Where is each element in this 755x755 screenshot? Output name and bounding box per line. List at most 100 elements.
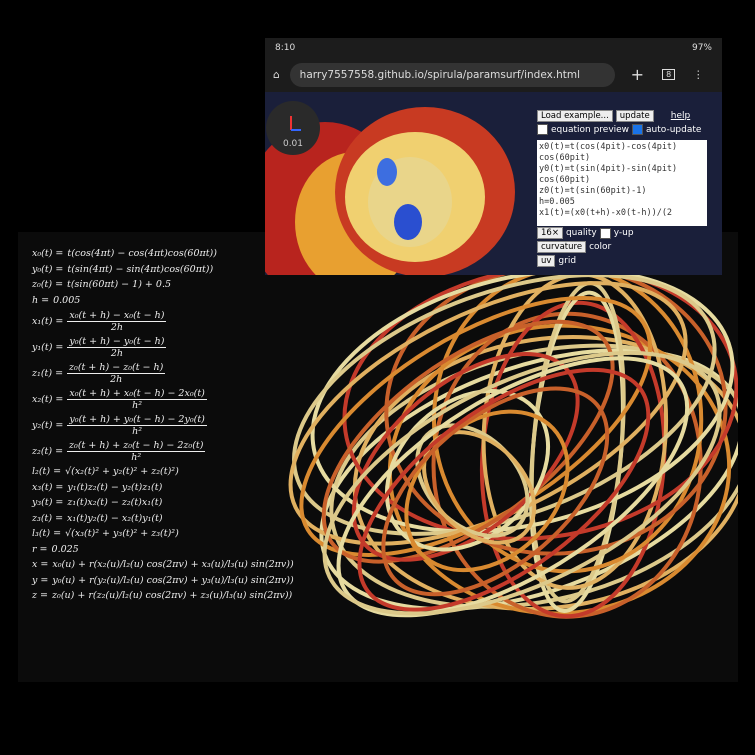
tube-loop (292, 273, 717, 536)
tube-loop (288, 281, 688, 546)
equation: z₀(t) = t(sin(60πt) − 1) + 0.5 (32, 277, 294, 293)
equation: y₁(t) = y₀(t + h) − y₀(t − h) 2h (32, 334, 294, 360)
equation-lhs: l₂(t) = (32, 466, 62, 478)
equation-lhs: x₂(t) = (32, 393, 64, 405)
render-panel: x₀(t) = t(cos(4πt) − cos(4πt)cos(60πt)) y₀… (18, 232, 738, 682)
equation-rhs: z₁(t)x₂(t) − z₂(t)x₁(t) (67, 497, 163, 509)
equation-rhs: t(sin(4πt) − sin(4πt)cos(60πt)) (67, 263, 214, 275)
auto-label: auto-update (646, 124, 702, 135)
equation-lhs: z₂(t) = (32, 445, 64, 457)
control-panel: Load example... update help equation previ… (523, 100, 716, 275)
equation: y₃(t) = z₁(t)x₂(t) − z₂(t)x₁(t) (32, 495, 294, 511)
equation-lhs: y₀(t) = (32, 263, 64, 275)
equation-lhs: h = (32, 294, 50, 306)
numerator: x₀(t + h) − x₀(t − h) (67, 309, 167, 322)
equation: y₀(t) = t(sin(4πt) − sin(4πt)cos(60πt)) (32, 262, 294, 278)
fraction: y₀(t + h) + y₀(t − h) − 2y₀(t) h² (67, 414, 207, 437)
clock: 8:10 (275, 42, 296, 53)
numerator: x₀(t + h) + x₀(t − h) − 2x₀(t) (67, 387, 207, 400)
equation-lhs: z₁(t) = (32, 367, 64, 379)
equation: x₃(t) = y₁(t)z₂(t) − y₂(t)z₁(t) (32, 480, 294, 496)
denominator: h² (132, 399, 143, 411)
equation: x₁(t) = x₀(t + h) − x₀(t − h) 2h (32, 308, 294, 334)
equation-rhs: x₀(u) + r(x₂(u)/l₂(u) cos(2πv) + x₃(u)/l… (52, 559, 294, 571)
code-line: x1(t)=(x0(t+h)-x0(t-h))/(2 (539, 208, 673, 218)
equation-lhs: y₂(t) = (32, 419, 64, 431)
axis-widget[interactable] (266, 101, 320, 155)
equation: x = x₀(u) + r(x₂(u)/l₂(u) cos(2πv) + x₃(u… (32, 557, 294, 573)
denominator: h² (132, 425, 143, 437)
grid-label: grid (558, 256, 577, 266)
equation-lhs: x₃(t) = (32, 481, 64, 493)
code-line: x0(t)=t(cos(4pit)-cos(4pit) (539, 142, 678, 152)
new-tab[interactable]: + (630, 65, 645, 84)
fraction: z₀(t + h) − z₀(t − h) 2h (67, 361, 166, 385)
yup-checkbox[interactable] (599, 227, 611, 239)
equation-rhs: x₁(t)y₂(t) − x₂(t)y₁(t) (67, 512, 163, 524)
phone-screenshot: 8:10 97% ⌂ harry7557558.github.io/spirula… (265, 38, 722, 275)
equation-lhs: x₀(t) = (32, 248, 64, 260)
color-label: color (589, 242, 612, 252)
equation-lhs: y = (32, 574, 49, 586)
code-line: y0(t)=t(sin(4pit)-sin(4pit) (539, 164, 678, 174)
auto-checkbox[interactable] (632, 124, 644, 135)
numerator: z₀(t + h) − z₀(t − h) (67, 361, 166, 374)
update-button[interactable]: update (615, 110, 654, 122)
code-editor[interactable]: x0(t)=t(cos(4pit)-cos(4pit) cos(60pit) y0(… (537, 140, 707, 226)
equation-lhs: z₃(t) = (32, 512, 64, 524)
equation: x₂(t) = x₀(t + h) + x₀(t − h) − 2x₀(t) h² (32, 386, 294, 412)
preview-label: equation preview (551, 124, 630, 135)
denominator: h² (131, 451, 142, 463)
tube-loop (336, 356, 690, 618)
equation-rhs: t(cos(4πt) − cos(4πt)cos(60πt)) (67, 248, 217, 260)
equation-rhs: y₀(u) + r(y₂(u)/l₂(u) cos(2πv) + y₃(u)/l… (52, 574, 294, 586)
tab-count[interactable]: 8 (662, 69, 676, 80)
equation-rhs: 0.025 (51, 543, 79, 555)
tube-loop (384, 388, 551, 552)
color-select[interactable]: curvature (537, 241, 587, 253)
yup-label: y-up (613, 228, 634, 238)
equation: h = 0.005 (32, 293, 294, 309)
equation: z₂(t) = z₀(t + h) + z₀(t − h) − 2z₀(t) h² (32, 438, 294, 464)
equation: l₂(t) = √(x₂(t)² + y₂(t)² + z₂(t)²) (32, 464, 294, 480)
url-bar: ⌂ harry7557558.github.io/spirula/paramsu… (265, 57, 722, 92)
url-text: harry7557558.github.io/spirula/paramsurf… (299, 68, 581, 81)
preview-checkbox[interactable] (537, 124, 548, 135)
code-line: cos(60pit) (539, 153, 591, 163)
equation: z = z₀(u) + r(z₂(u)/l₂(u) cos(2πv) + z₃(u… (32, 588, 294, 604)
fraction: x₀(t + h) + x₀(t − h) − 2x₀(t) h² (67, 387, 207, 411)
numerator: y₀(t + h) − y₀(t − h) (67, 335, 167, 348)
numerator: y₀(t + h) + y₀(t − h) − 2y₀(t) (67, 413, 207, 426)
equation-lhs: z₀(t) = (32, 279, 64, 291)
home-icon[interactable]: ⌂ (273, 68, 280, 81)
numerator: z₀(t + h) + z₀(t − h) − 2z₀(t) (67, 439, 206, 452)
equation-rhs: √(x₃(t)² + y₃(t)² + z₃(t)²) (65, 528, 179, 540)
quality-label: quality (565, 228, 597, 238)
surface-render: 0.01 (265, 101, 515, 275)
quality-select[interactable]: 16× (537, 227, 563, 239)
address-field[interactable]: harry7557558.github.io/spirula/paramsurf… (289, 62, 615, 87)
denominator: 2h (110, 321, 123, 333)
tube-loop (310, 268, 735, 534)
equation: z₁(t) = z₀(t + h) − z₀(t − h) 2h (32, 360, 294, 386)
denominator: 2h (110, 347, 123, 359)
tube-loop (322, 350, 722, 616)
equation-rhs: 0.005 (53, 294, 81, 306)
example-select[interactable]: Load example... (537, 110, 613, 122)
equation-rhs: √(x₂(t)² + y₂(t)² + z₂(t)²) (65, 466, 179, 478)
fraction: z₀(t + h) + z₀(t − h) − 2z₀(t) h² (67, 439, 206, 463)
tube-loop (357, 367, 651, 612)
code-line: h=0.005 (539, 197, 575, 207)
code-line: cos(60pit) (539, 175, 591, 185)
tube-render (288, 263, 738, 619)
equation: r = 0.025 (32, 542, 294, 558)
battery: 97% (691, 42, 712, 53)
grid-select[interactable]: uv (537, 255, 556, 267)
menu[interactable]: ⋮ (693, 68, 704, 81)
equation-lhs: r = (32, 543, 48, 555)
help-link[interactable]: help (670, 111, 691, 121)
equation-lhs: x = (32, 559, 49, 571)
equation: z₃(t) = x₁(t)y₂(t) − x₂(t)y₁(t) (32, 511, 294, 527)
equation-lhs: x₁(t) = (32, 315, 64, 327)
